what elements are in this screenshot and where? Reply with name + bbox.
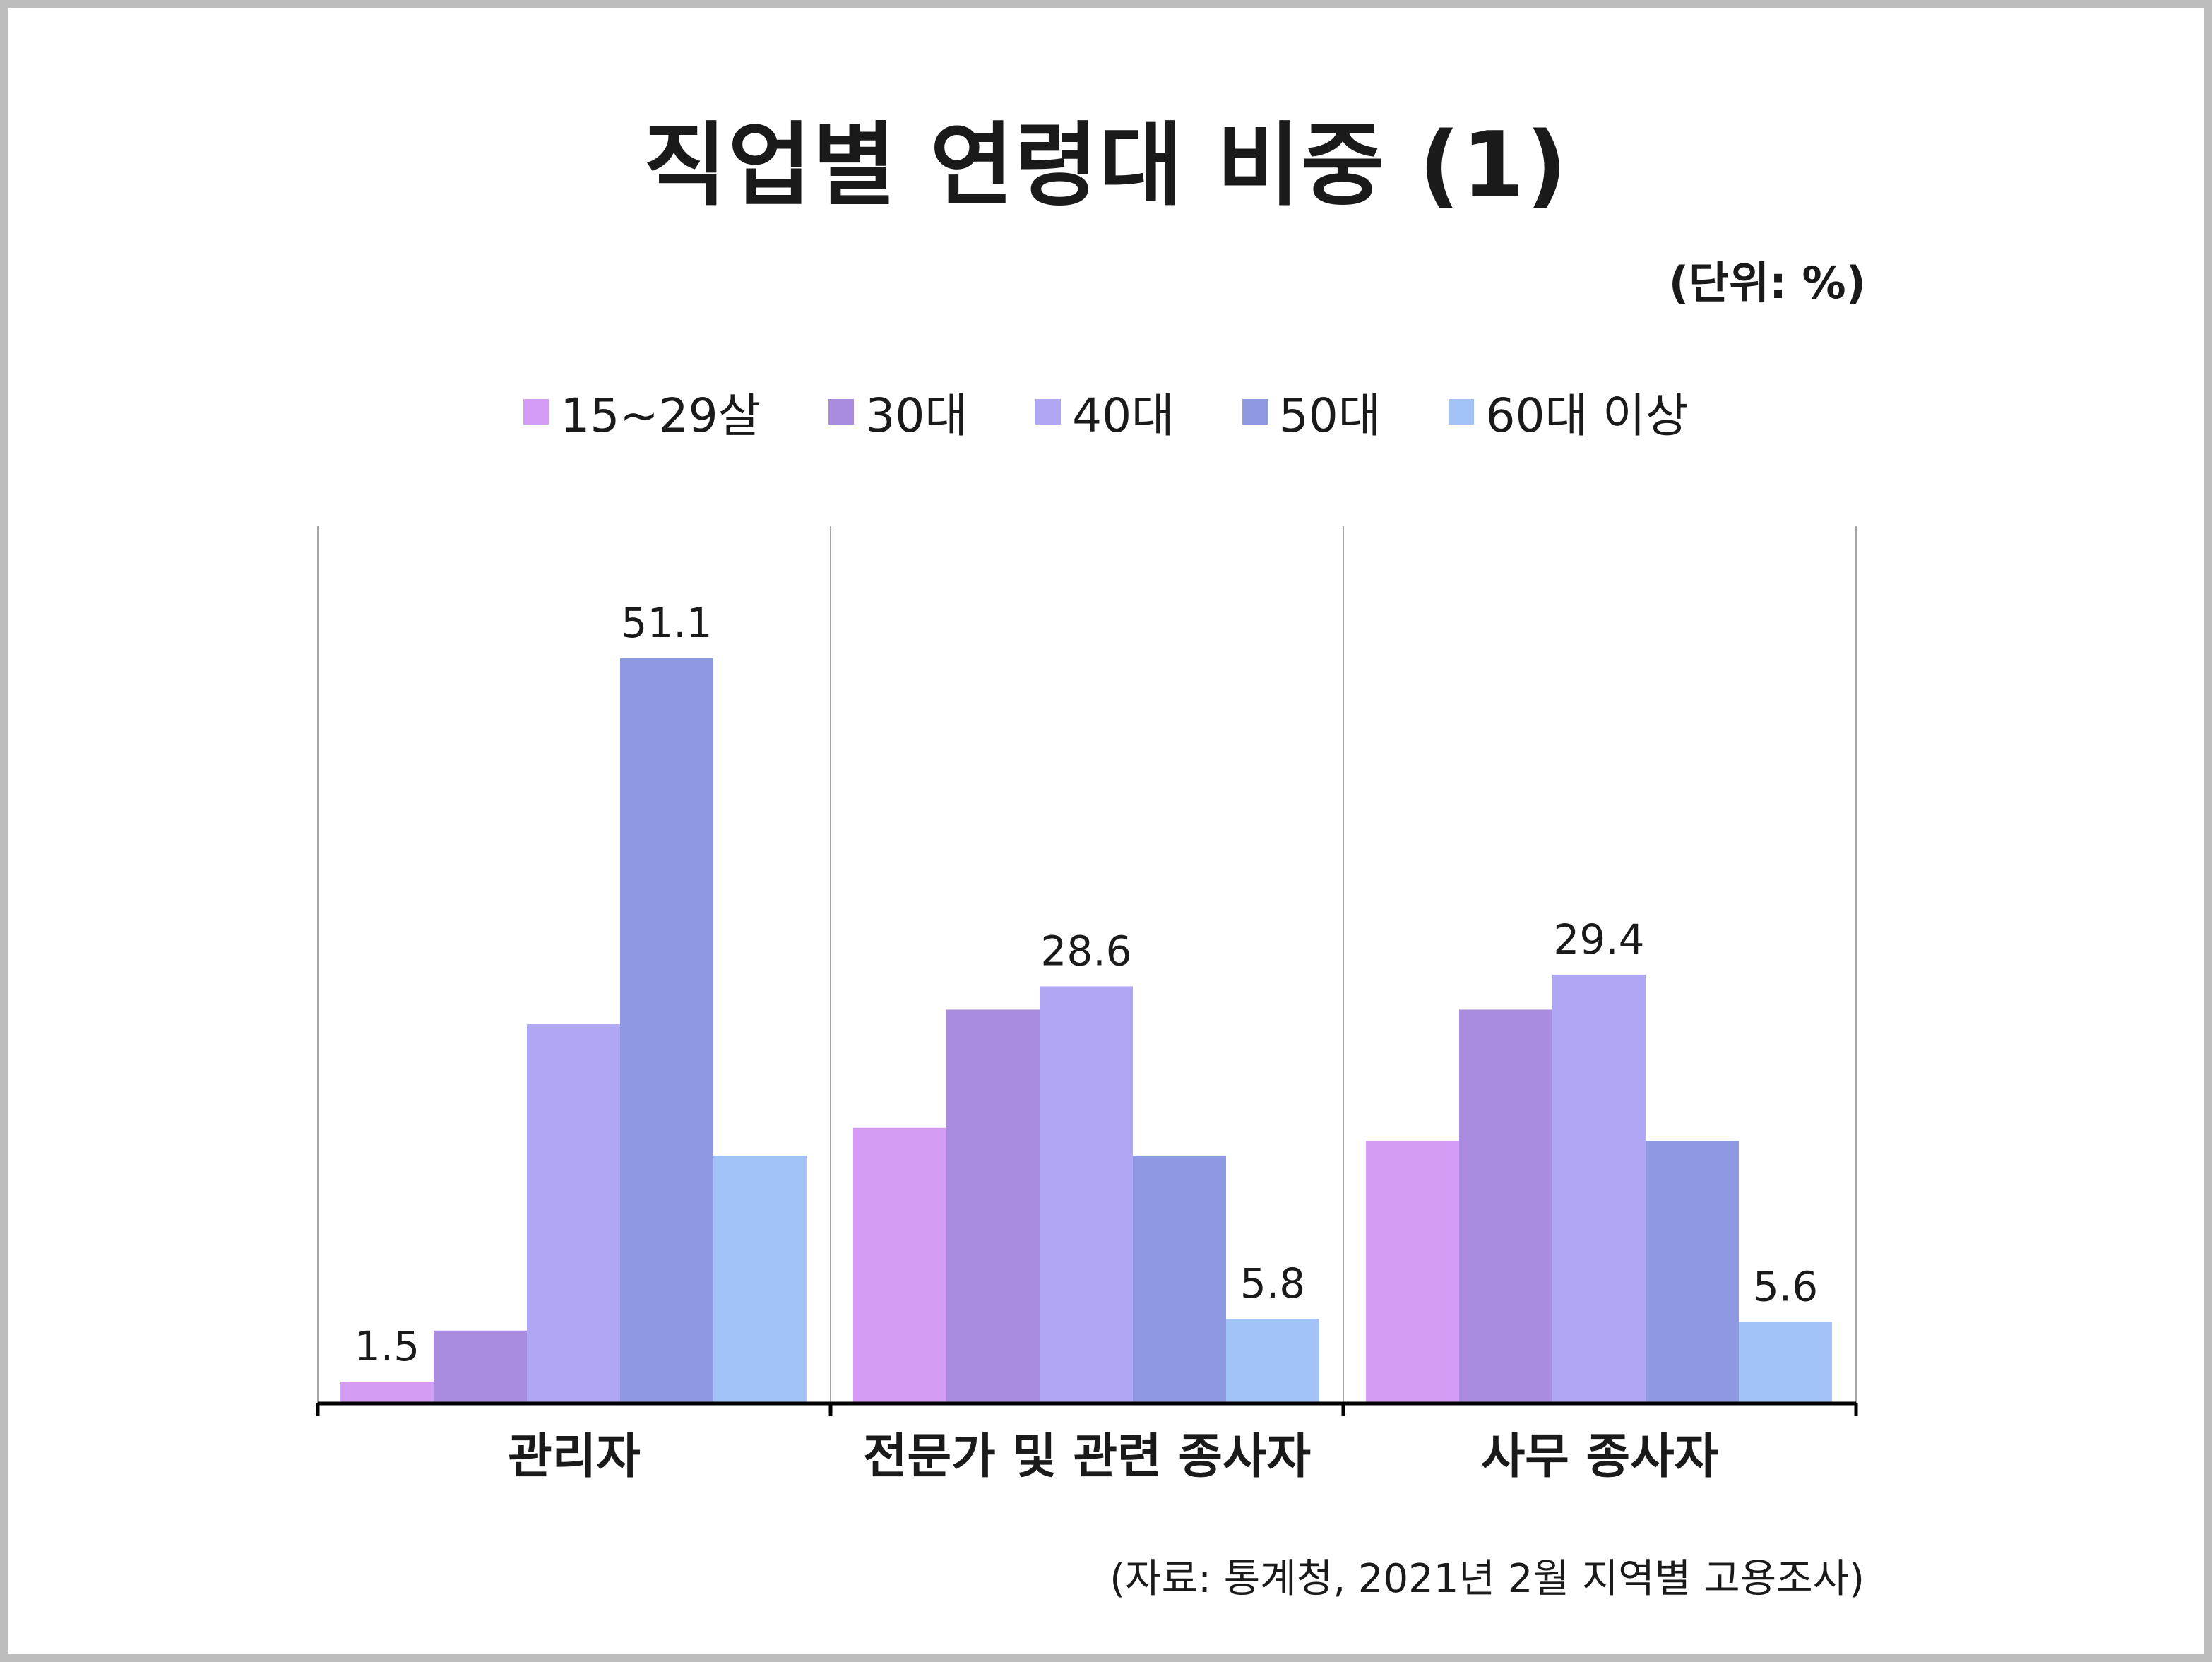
legend-label: 60대 이상 bbox=[1485, 388, 1689, 443]
bar bbox=[527, 1024, 620, 1403]
legend-item: 40대 bbox=[1035, 378, 1175, 446]
legend-label: 15~29살 bbox=[560, 388, 761, 443]
bar bbox=[1646, 1141, 1739, 1403]
data-label: 29.4 bbox=[1553, 915, 1644, 963]
legend-swatch bbox=[1242, 399, 1268, 425]
bar bbox=[434, 1330, 527, 1403]
bar bbox=[1366, 1141, 1459, 1403]
category-label: 전문가 및 관련 종사자 bbox=[863, 1429, 1311, 1485]
bar bbox=[713, 1155, 807, 1403]
bar bbox=[1040, 986, 1133, 1403]
legend: 15~29살 30대 40대 50대 60대 이상 bbox=[0, 378, 2212, 446]
bar bbox=[1226, 1319, 1319, 1403]
category-label: 사무 종사자 bbox=[1481, 1429, 1718, 1485]
source-note: (자료: 통계청, 2021년 2월 지역별 고용조사) bbox=[1110, 1556, 1865, 1602]
legend-item: 60대 이상 bbox=[1449, 378, 1689, 446]
bar bbox=[1739, 1322, 1832, 1403]
legend-swatch bbox=[523, 399, 549, 425]
legend-swatch bbox=[1035, 399, 1062, 425]
bar bbox=[1459, 1009, 1552, 1403]
bar bbox=[620, 658, 713, 1404]
legend-label: 50대 bbox=[1278, 388, 1381, 443]
legend-label: 40대 bbox=[1072, 388, 1175, 443]
legend-item: 50대 bbox=[1242, 378, 1381, 446]
data-label: 5.6 bbox=[1753, 1262, 1818, 1310]
data-label: 51.1 bbox=[621, 599, 712, 647]
data-label: 1.5 bbox=[355, 1322, 420, 1370]
legend-item: 15~29살 bbox=[523, 378, 761, 446]
data-label: 5.8 bbox=[1240, 1259, 1305, 1307]
legend-item: 30대 bbox=[828, 378, 968, 446]
bar bbox=[1133, 1155, 1226, 1403]
bar bbox=[340, 1382, 434, 1403]
chart-title: 직업별 연령대 비중 (1) bbox=[643, 113, 1569, 218]
legend-swatch bbox=[1449, 399, 1475, 425]
unit-label: (단위: %) bbox=[1668, 257, 1866, 309]
category-label: 관리자 bbox=[508, 1429, 641, 1485]
data-label: 28.6 bbox=[1040, 927, 1131, 975]
bar bbox=[853, 1127, 946, 1403]
bar bbox=[1552, 974, 1646, 1403]
bar bbox=[946, 1009, 1040, 1403]
legend-label: 30대 bbox=[865, 388, 968, 443]
legend-swatch bbox=[828, 399, 855, 425]
